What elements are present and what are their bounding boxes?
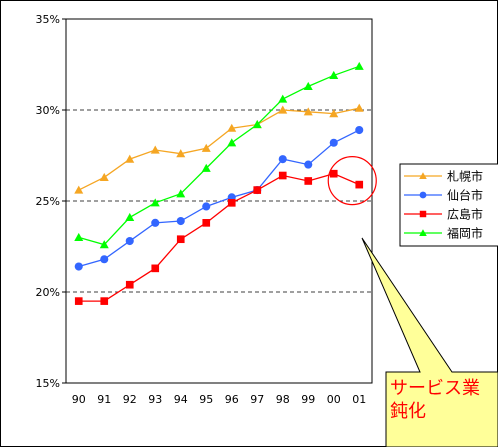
data-point (303, 107, 313, 116)
series-line-2 (78, 129, 360, 268)
y-tick-label: 15% (36, 377, 60, 390)
data-point (355, 180, 364, 189)
data-point (150, 198, 160, 207)
x-tick-label: 98 (276, 393, 290, 406)
data-point (202, 219, 211, 227)
legend-label: 福岡市 (447, 226, 483, 241)
data-point (419, 191, 427, 199)
data-point (354, 103, 364, 112)
data-point (419, 229, 427, 237)
data-point (329, 70, 339, 80)
data-point (227, 138, 237, 147)
legend-box (399, 163, 498, 247)
data-point (202, 202, 211, 211)
data-point (150, 145, 160, 154)
x-tick-label: 97 (250, 393, 264, 406)
data-point (74, 185, 84, 194)
series-lines (74, 61, 364, 305)
x-tick-label: 90 (72, 393, 86, 406)
data-point (125, 212, 135, 221)
data-point (227, 198, 236, 207)
data-point (354, 61, 364, 70)
y-tick-label: 35% (36, 13, 60, 26)
legend-label: 広島市 (447, 207, 483, 222)
y-tick-label: 30% (36, 104, 60, 117)
data-point (100, 297, 109, 305)
data-point (176, 235, 185, 244)
x-tick-label: 01 (352, 393, 366, 406)
data-point (303, 81, 313, 90)
data-point (419, 210, 427, 218)
y-tick-label: 25% (36, 195, 60, 208)
data-point (304, 177, 313, 185)
data-point (329, 138, 338, 147)
grid-lines (66, 109, 372, 293)
data-point (176, 189, 186, 198)
legend-label: 札幌市 (447, 169, 483, 184)
data-point (419, 172, 427, 180)
data-point (125, 154, 135, 163)
x-tick-label: 93 (148, 393, 162, 406)
data-point (176, 149, 186, 158)
highlight-circle (327, 156, 377, 206)
data-point (74, 297, 83, 305)
x-tick-label: 96 (225, 393, 239, 406)
data-point (355, 125, 364, 135)
x-tick-label: 92 (123, 393, 137, 406)
series-line-3 (78, 173, 360, 302)
data-point (201, 143, 211, 152)
data-point (99, 172, 109, 181)
data-point (151, 218, 160, 227)
data-point (329, 109, 339, 118)
data-point (99, 240, 109, 249)
data-point (125, 280, 134, 289)
data-point (278, 171, 287, 180)
data-point (176, 216, 185, 226)
data-point (304, 160, 313, 169)
axes: 15% 20% 25% 30% 35% 90 91 92 93 94 95 96 97 98 99 00 01 (36, 13, 367, 406)
callout-text: 鈍化 (390, 401, 426, 422)
data-point (278, 105, 288, 114)
data-point (329, 169, 338, 178)
data-point (227, 123, 237, 132)
data-point (125, 236, 134, 246)
data-point (74, 232, 84, 241)
data-point (74, 262, 83, 271)
data-point (278, 94, 288, 103)
data-point (253, 186, 262, 194)
series-line-4 (78, 65, 360, 246)
data-point (151, 264, 160, 273)
data-point (278, 155, 287, 164)
series-line-1 (78, 107, 360, 191)
x-tick-label: 99 (301, 393, 315, 406)
y-tick-label: 20% (36, 286, 60, 299)
x-tick-label: 95 (199, 393, 213, 406)
legend-label: 仙台市 (447, 188, 483, 203)
x-tick-label: 00 (327, 393, 341, 406)
callout-box (361, 237, 498, 447)
data-point (100, 255, 109, 264)
data-point (201, 163, 211, 172)
data-point (252, 120, 262, 129)
callout-text: サービス業 (390, 378, 480, 399)
x-tick-label: 91 (97, 393, 111, 406)
x-tick-label: 94 (174, 393, 188, 406)
